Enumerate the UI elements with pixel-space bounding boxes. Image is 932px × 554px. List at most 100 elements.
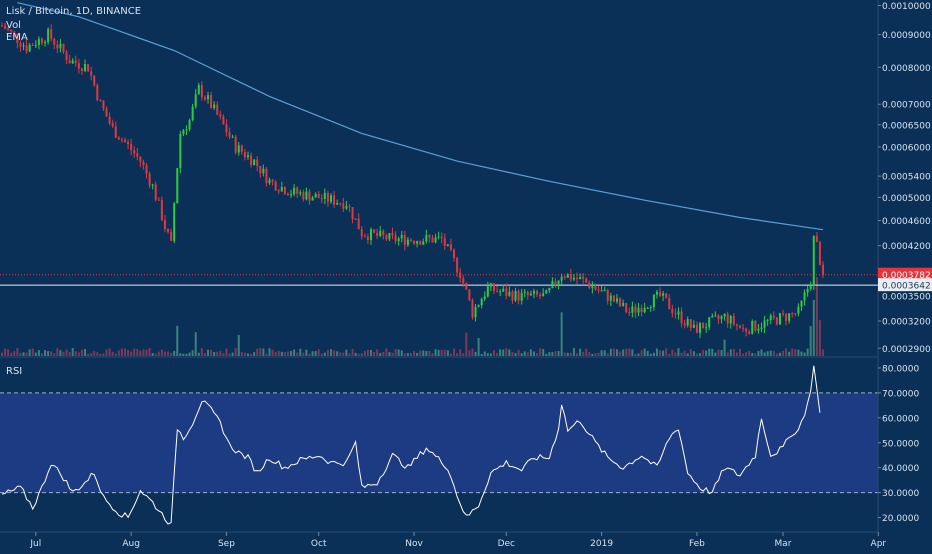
- volume-bar: [625, 348, 628, 356]
- candle-body: [286, 194, 289, 196]
- volume-bar: [366, 349, 369, 356]
- volume-bar: [695, 353, 698, 356]
- candle-body: [403, 235, 406, 245]
- volume-bar: [763, 352, 766, 356]
- volume-bar: [585, 348, 588, 356]
- candle-body: [222, 116, 225, 125]
- volume-bar: [686, 353, 689, 356]
- volume-bar: [671, 349, 674, 356]
- volume-bar: [311, 351, 314, 356]
- volume-bar: [71, 348, 74, 356]
- volume-bar: [207, 349, 210, 356]
- candle-body: [668, 298, 671, 310]
- candle-body: [351, 207, 354, 220]
- candle-body: [738, 325, 741, 328]
- candle-body: [250, 155, 253, 166]
- volume-bar: [37, 350, 40, 356]
- volume-bar: [354, 352, 357, 356]
- ema-line: [17, 2, 824, 231]
- candle-body: [385, 235, 388, 240]
- volume-bar: [203, 353, 206, 356]
- volume-bar: [314, 351, 317, 356]
- candle-body: [228, 132, 231, 137]
- volume-bar: [290, 350, 293, 356]
- candle-body: [634, 306, 637, 313]
- rsi-axis-tick-label: 20.0000: [882, 514, 919, 524]
- volume-bar: [179, 353, 182, 356]
- volume-bar: [136, 349, 139, 356]
- candle-body: [628, 311, 631, 313]
- volume-bar: [554, 351, 557, 356]
- candle-body: [277, 190, 280, 192]
- candle-body: [160, 200, 163, 220]
- candle-body: [71, 60, 74, 64]
- candle-body: [695, 324, 698, 333]
- candle-body: [363, 236, 366, 238]
- candle-body: [797, 306, 800, 314]
- candle-body: [348, 206, 351, 208]
- candle-body: [326, 192, 329, 202]
- candle-body: [59, 43, 62, 49]
- candle-body: [659, 291, 662, 296]
- volume-bar: [148, 348, 151, 356]
- candle-body: [394, 235, 397, 242]
- candle-body: [154, 184, 157, 200]
- candle-body: [474, 306, 477, 318]
- volume-bar: [102, 353, 105, 356]
- volume-bar: [822, 349, 824, 356]
- candle-body: [22, 45, 25, 47]
- candle-body: [102, 100, 105, 109]
- candle-body: [818, 242, 821, 265]
- candle-body: [397, 238, 400, 242]
- volume-bar: [606, 353, 609, 356]
- candle-body: [600, 290, 603, 292]
- candle-body: [117, 137, 120, 140]
- volume-bar: [514, 353, 517, 356]
- volume-bar: [56, 348, 59, 356]
- candle-body: [569, 274, 572, 280]
- candle-body: [37, 38, 40, 46]
- volume-bar: [622, 349, 625, 356]
- candle-body: [234, 136, 237, 153]
- candle-body: [680, 311, 683, 324]
- volume-bar: [778, 352, 781, 356]
- candle-body: [274, 181, 277, 191]
- candle-body: [520, 292, 523, 301]
- price-axis-tick-label: 0.0006500: [882, 121, 931, 131]
- candle-body: [311, 197, 314, 201]
- volume-bar: [114, 353, 117, 356]
- volume-bar: [19, 352, 22, 356]
- candle-body: [406, 239, 409, 245]
- candle-body: [409, 239, 412, 241]
- candle-body: [376, 232, 379, 236]
- time-axis-tick-label: Apr: [871, 539, 887, 549]
- volume-bar: [302, 352, 305, 356]
- time-axis-tick-label: Nov: [405, 539, 423, 549]
- volume-bar: [612, 348, 615, 356]
- candle-body: [382, 230, 385, 236]
- volume-bar: [782, 350, 785, 356]
- volume-bar: [563, 352, 566, 356]
- volume-bar: [4, 348, 7, 356]
- time-axis-tick-label: 2019: [590, 539, 613, 549]
- candle-body: [90, 71, 93, 76]
- volume-bar: [529, 349, 532, 356]
- volume-bar: [708, 348, 711, 356]
- candle-body: [794, 313, 797, 315]
- candle-body: [357, 218, 360, 230]
- volume-bar: [640, 350, 643, 356]
- volume-bar: [403, 353, 406, 356]
- volume-bar: [757, 350, 760, 356]
- volume-bar: [123, 348, 126, 356]
- volume-bar: [373, 352, 376, 356]
- candle-body: [609, 295, 612, 301]
- candle-body: [256, 159, 259, 166]
- candle-body: [308, 191, 311, 201]
- volume-bar: [243, 352, 246, 356]
- candle-body: [665, 293, 668, 299]
- volume-bar: [520, 353, 523, 356]
- candle-body: [514, 290, 517, 301]
- volume-bar: [163, 351, 166, 356]
- candle-body: [68, 60, 71, 64]
